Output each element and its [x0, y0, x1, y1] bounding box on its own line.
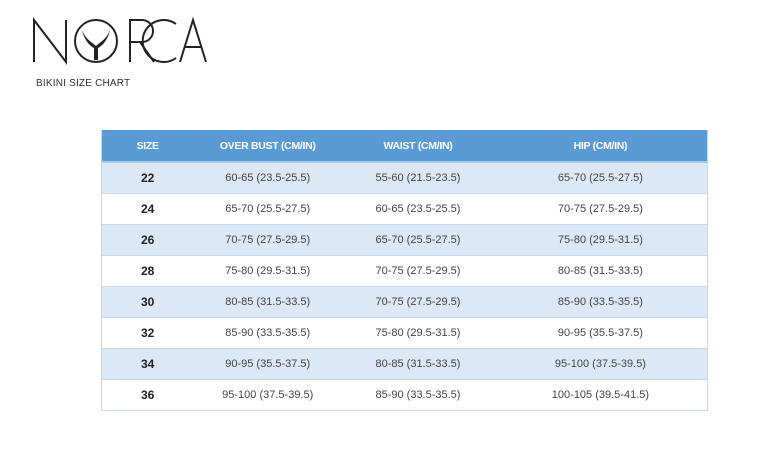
table-row: 22 60-65 (23.5-25.5) 55-60 (21.5-23.5) 65-7… — [101, 162, 708, 194]
table-row: 24 65-70 (25.5-27.5) 60-65 (23.5-25.5) 70-7… — [101, 193, 708, 225]
table-row: 36 95-100 (37.5-39.5) 85-90 (33.5-35.5) 100… — [101, 379, 708, 411]
table-row: 30 80-85 (31.5-33.5) 70-75 (27.5-29.5) 85-9… — [101, 286, 708, 318]
measurement-cell: 100-105 (39.5-41.5) — [493, 379, 708, 411]
measurement-cell: 80-85 (31.5-33.5) — [493, 255, 708, 287]
measurement-cell: 95-100 (37.5-39.5) — [493, 348, 708, 380]
size-cell: 28 — [101, 255, 194, 287]
norca-logo — [33, 16, 207, 65]
column-header: SIZE — [101, 130, 194, 163]
measurement-cell: 65-70 (25.5-27.5) — [193, 193, 343, 225]
measurement-cell: 70-75 (27.5-29.5) — [193, 224, 343, 256]
measurement-cell: 75-80 (29.5-31.5) — [193, 255, 343, 287]
size-chart-table: SIZE OVER BUST (CM/IN) WAIST (CM/IN) HIP (C… — [101, 130, 708, 411]
size-cell: 34 — [101, 348, 194, 380]
column-header: OVER BUST (CM/IN) — [193, 130, 343, 163]
measurement-cell: 70-75 (27.5-29.5) — [342, 255, 494, 287]
measurement-cell: 95-100 (37.5-39.5) — [193, 379, 343, 411]
measurement-cell: 85-90 (33.5-35.5) — [493, 286, 708, 318]
measurement-cell: 60-65 (23.5-25.5) — [342, 193, 494, 225]
size-cell: 26 — [101, 224, 194, 256]
measurement-cell: 80-85 (31.5-33.5) — [193, 286, 343, 318]
measurement-cell: 75-80 (29.5-31.5) — [493, 224, 708, 256]
measurement-cell: 75-80 (29.5-31.5) — [342, 317, 494, 349]
measurement-cell: 70-75 (27.5-29.5) — [342, 286, 494, 318]
size-cell: 22 — [101, 162, 194, 194]
size-cell: 30 — [101, 286, 194, 318]
size-cell: 32 — [101, 317, 194, 349]
measurement-cell: 70-75 (27.5-29.5) — [493, 193, 708, 225]
measurement-cell: 65-70 (25.5-27.5) — [493, 162, 708, 194]
table-header-row: SIZE OVER BUST (CM/IN) WAIST (CM/IN) HIP (C… — [101, 130, 708, 163]
measurement-cell: 80-85 (31.5-33.5) — [342, 348, 494, 380]
column-header: HIP (CM/IN) — [493, 130, 708, 163]
measurement-cell: 90-95 (35.5-37.5) — [493, 317, 708, 349]
table-row: 28 75-80 (29.5-31.5) 70-75 (27.5-29.5) 80-8… — [101, 255, 708, 287]
size-cell: 24 — [101, 193, 194, 225]
whale-tail-icon — [82, 30, 110, 60]
measurement-cell: 55-60 (21.5-23.5) — [342, 162, 494, 194]
table-row: 32 85-90 (33.5-35.5) 75-80 (29.5-31.5) 90-9… — [101, 317, 708, 349]
measurement-cell: 60-65 (23.5-25.5) — [193, 162, 343, 194]
column-header: WAIST (CM/IN) — [342, 130, 494, 163]
measurement-cell: 85-90 (33.5-35.5) — [193, 317, 343, 349]
size-cell: 36 — [101, 379, 194, 411]
table-row: 26 70-75 (27.5-29.5) 65-70 (25.5-27.5) 75-8… — [101, 224, 708, 256]
measurement-cell: 65-70 (25.5-27.5) — [342, 224, 494, 256]
table-row: 34 90-95 (35.5-37.5) 80-85 (31.5-33.5) 95-1… — [101, 348, 708, 380]
chart-subtitle: BIKINI SIZE CHART — [36, 78, 131, 89]
measurement-cell: 90-95 (35.5-37.5) — [193, 348, 343, 380]
measurement-cell: 85-90 (33.5-35.5) — [342, 379, 494, 411]
